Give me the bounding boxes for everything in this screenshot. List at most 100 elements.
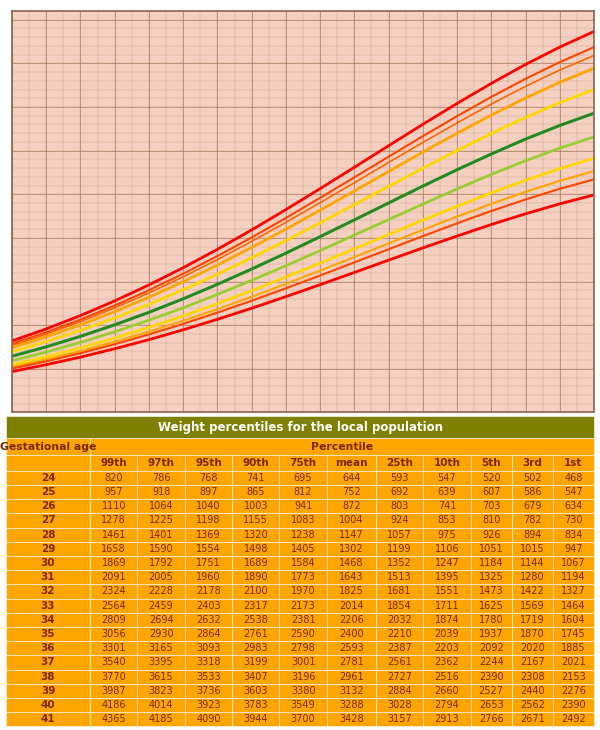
Bar <box>137 684 185 698</box>
Text: 2781: 2781 <box>339 658 364 667</box>
Text: 95th: 95th <box>195 458 222 468</box>
Text: 2492: 2492 <box>561 714 586 724</box>
Bar <box>185 513 232 528</box>
Bar <box>470 684 512 698</box>
Bar <box>424 542 470 556</box>
Text: 2403: 2403 <box>196 601 221 610</box>
Text: 1247: 1247 <box>434 558 460 568</box>
Text: 639: 639 <box>438 487 456 497</box>
Text: 39: 39 <box>41 686 55 696</box>
Bar <box>424 499 470 513</box>
Text: 10th: 10th <box>434 458 460 468</box>
Bar <box>376 599 424 612</box>
Bar <box>327 499 376 513</box>
Text: 1719: 1719 <box>520 615 545 625</box>
Text: 37: 37 <box>41 658 55 667</box>
Bar <box>327 485 376 499</box>
Bar <box>327 698 376 712</box>
Bar <box>280 499 327 513</box>
Text: 97th: 97th <box>148 458 175 468</box>
Text: 1184: 1184 <box>479 558 503 568</box>
Bar <box>232 656 280 669</box>
Bar <box>470 612 512 627</box>
Bar <box>470 669 512 684</box>
Bar <box>90 656 137 669</box>
Bar <box>470 712 512 726</box>
Text: 941: 941 <box>294 502 313 511</box>
Text: 2324: 2324 <box>101 586 126 596</box>
Bar <box>376 513 424 528</box>
Text: 3407: 3407 <box>244 672 268 682</box>
Bar <box>376 627 424 641</box>
Text: 695: 695 <box>294 473 313 483</box>
Bar <box>185 528 232 542</box>
Text: 2206: 2206 <box>339 615 364 625</box>
Text: 3395: 3395 <box>149 658 173 667</box>
Bar <box>90 584 137 599</box>
Text: 1067: 1067 <box>561 558 586 568</box>
Text: 957: 957 <box>104 487 123 497</box>
Text: 2930: 2930 <box>149 629 173 639</box>
Text: 679: 679 <box>523 502 542 511</box>
Text: 2167: 2167 <box>520 658 545 667</box>
Bar <box>137 612 185 627</box>
Text: 1110: 1110 <box>101 502 126 511</box>
Text: 2864: 2864 <box>196 629 221 639</box>
Bar <box>90 599 137 612</box>
Bar <box>90 455 137 471</box>
Text: 2317: 2317 <box>244 601 268 610</box>
Bar <box>424 612 470 627</box>
Bar <box>137 641 185 656</box>
Bar <box>137 556 185 570</box>
Bar <box>232 499 280 513</box>
Bar <box>6 542 90 556</box>
Bar <box>553 612 594 627</box>
Text: 29: 29 <box>41 544 55 554</box>
Bar <box>424 698 470 712</box>
Text: 2538: 2538 <box>244 615 268 625</box>
Text: 1302: 1302 <box>339 544 364 554</box>
Bar <box>470 698 512 712</box>
Text: 1401: 1401 <box>149 530 173 539</box>
Text: 33: 33 <box>41 601 55 610</box>
Bar <box>512 542 553 556</box>
Bar <box>90 485 137 499</box>
Bar <box>470 485 512 499</box>
Text: 3001: 3001 <box>291 658 316 667</box>
Text: 3700: 3700 <box>291 714 316 724</box>
Text: 1352: 1352 <box>387 558 412 568</box>
Text: 1057: 1057 <box>387 530 412 539</box>
Text: 99th: 99th <box>100 458 127 468</box>
Bar <box>470 528 512 542</box>
Text: 853: 853 <box>438 515 456 526</box>
Bar <box>280 698 327 712</box>
Bar <box>512 455 553 471</box>
Text: 897: 897 <box>199 487 218 497</box>
Text: 25: 25 <box>41 487 55 497</box>
Bar <box>470 542 512 556</box>
Bar <box>185 712 232 726</box>
Bar <box>90 542 137 556</box>
Text: 3199: 3199 <box>244 658 268 667</box>
Bar <box>512 684 553 698</box>
Text: 2727: 2727 <box>387 672 412 682</box>
Text: 36: 36 <box>41 643 55 653</box>
Bar <box>280 612 327 627</box>
Bar <box>90 612 137 627</box>
Text: Percentile: Percentile <box>311 442 373 451</box>
Bar <box>424 656 470 669</box>
Bar <box>6 485 90 499</box>
Bar <box>280 556 327 570</box>
Text: 2381: 2381 <box>291 615 316 625</box>
Text: 2794: 2794 <box>434 700 460 710</box>
Bar <box>376 712 424 726</box>
Bar <box>280 485 327 499</box>
Bar <box>6 684 90 698</box>
Text: 28: 28 <box>41 530 55 539</box>
Text: 2153: 2153 <box>561 672 586 682</box>
Text: 3093: 3093 <box>196 643 221 653</box>
Bar <box>185 499 232 513</box>
Text: 2527: 2527 <box>479 686 504 696</box>
Bar <box>327 570 376 584</box>
Text: 894: 894 <box>523 530 542 539</box>
